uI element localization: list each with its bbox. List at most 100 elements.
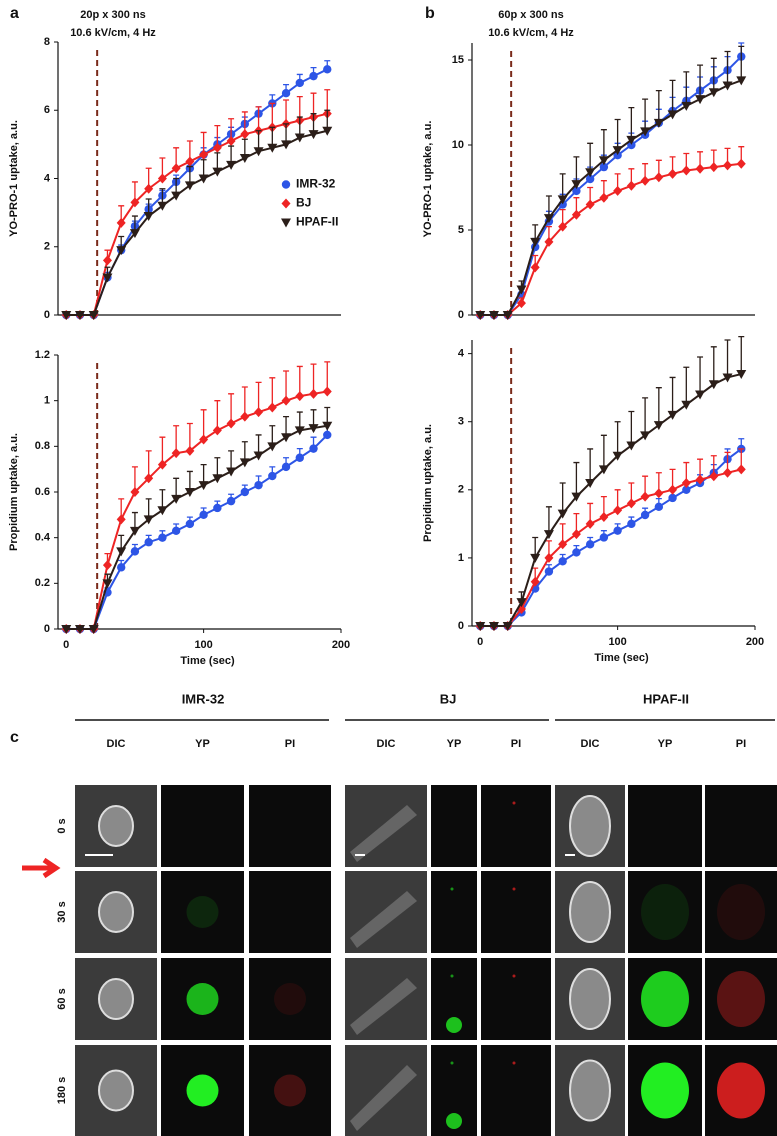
- error-bar: [738, 45, 745, 81]
- marker: [640, 127, 651, 137]
- marker: [612, 451, 623, 461]
- signal: [717, 971, 765, 1027]
- error-bar: [669, 79, 676, 115]
- signal: [186, 1074, 219, 1107]
- marker: [722, 81, 733, 91]
- y-tick-label: 4: [458, 348, 465, 360]
- marker: [640, 510, 650, 520]
- marker: [668, 493, 677, 503]
- y-tick-label: 10: [452, 139, 464, 151]
- marker: [598, 156, 609, 166]
- signal: [512, 1061, 516, 1065]
- group-label: IMR-32: [182, 691, 225, 706]
- marker: [171, 494, 182, 504]
- marker: [198, 174, 209, 184]
- marker: [585, 168, 596, 178]
- signal: [274, 983, 306, 1015]
- image-cell: [161, 785, 244, 867]
- signal: [512, 974, 516, 978]
- condition: 10.6 kV/cm, 4 Hz: [70, 27, 156, 39]
- marker: [544, 236, 554, 247]
- marker: [116, 217, 126, 228]
- marker: [267, 143, 278, 153]
- marker: [309, 444, 318, 453]
- marker: [571, 529, 581, 540]
- marker: [226, 418, 236, 429]
- y-tick-label: 0: [458, 620, 464, 632]
- marker: [102, 560, 112, 571]
- image-cell: [481, 958, 551, 1040]
- marker: [598, 465, 609, 475]
- marker: [613, 151, 622, 160]
- y-axis-label: Propidium uptake, a.u.: [8, 433, 20, 551]
- marker: [323, 65, 332, 74]
- image-cell: [628, 785, 702, 867]
- marker: [612, 146, 623, 156]
- y-tick-label: 1.2: [35, 349, 50, 361]
- marker: [736, 370, 747, 380]
- marker: [723, 160, 733, 171]
- panel-label: a: [10, 5, 19, 22]
- marker: [281, 218, 291, 228]
- marker: [544, 567, 554, 576]
- marker: [130, 197, 140, 208]
- marker: [184, 181, 195, 191]
- image-cell: [481, 785, 551, 867]
- condition: 60p x 300 ns: [498, 9, 563, 21]
- series-line: [480, 79, 742, 316]
- marker: [74, 625, 85, 634]
- time-label: 0 s: [56, 818, 68, 833]
- signal: [450, 887, 454, 891]
- marker: [558, 539, 568, 550]
- marker: [212, 142, 222, 153]
- marker: [171, 448, 181, 459]
- marker: [488, 622, 499, 631]
- marker: [667, 110, 678, 120]
- marker: [74, 311, 85, 320]
- time-label: 60 s: [56, 988, 68, 1009]
- marker: [61, 625, 72, 634]
- marker: [198, 481, 209, 491]
- marker: [530, 237, 541, 247]
- y-tick-label: 4: [44, 172, 51, 184]
- marker: [723, 467, 733, 478]
- marker: [281, 140, 292, 150]
- marker: [572, 186, 581, 196]
- marker: [240, 411, 250, 422]
- error-bar: [697, 356, 704, 395]
- marker: [626, 441, 637, 451]
- marker: [88, 311, 99, 320]
- marker: [171, 163, 181, 174]
- marker: [667, 410, 678, 420]
- marker: [681, 165, 691, 176]
- marker: [516, 298, 526, 309]
- marker: [708, 88, 719, 98]
- x-tick-label: 200: [332, 639, 350, 651]
- series-line: [66, 424, 328, 630]
- marker: [295, 391, 305, 402]
- marker: [640, 175, 650, 186]
- marker: [240, 129, 250, 140]
- marker: [502, 622, 513, 631]
- marker: [681, 101, 692, 111]
- signal: [186, 896, 219, 928]
- marker: [102, 255, 112, 266]
- marker: [171, 526, 181, 536]
- marker: [654, 488, 664, 499]
- marker: [185, 519, 195, 529]
- signal: [641, 884, 689, 940]
- signal: [641, 1062, 689, 1119]
- marker: [530, 262, 540, 273]
- y-tick-label: 0.2: [35, 577, 50, 589]
- image-cell: [431, 871, 477, 953]
- channel-label: DIC: [377, 738, 396, 750]
- error-bar: [559, 482, 566, 514]
- marker: [157, 173, 167, 184]
- error-bar: [683, 71, 690, 106]
- marker: [599, 512, 609, 523]
- cell: [569, 1059, 611, 1122]
- group-label: BJ: [440, 691, 457, 706]
- signal: [274, 1074, 306, 1107]
- marker: [626, 498, 636, 509]
- marker: [281, 462, 291, 472]
